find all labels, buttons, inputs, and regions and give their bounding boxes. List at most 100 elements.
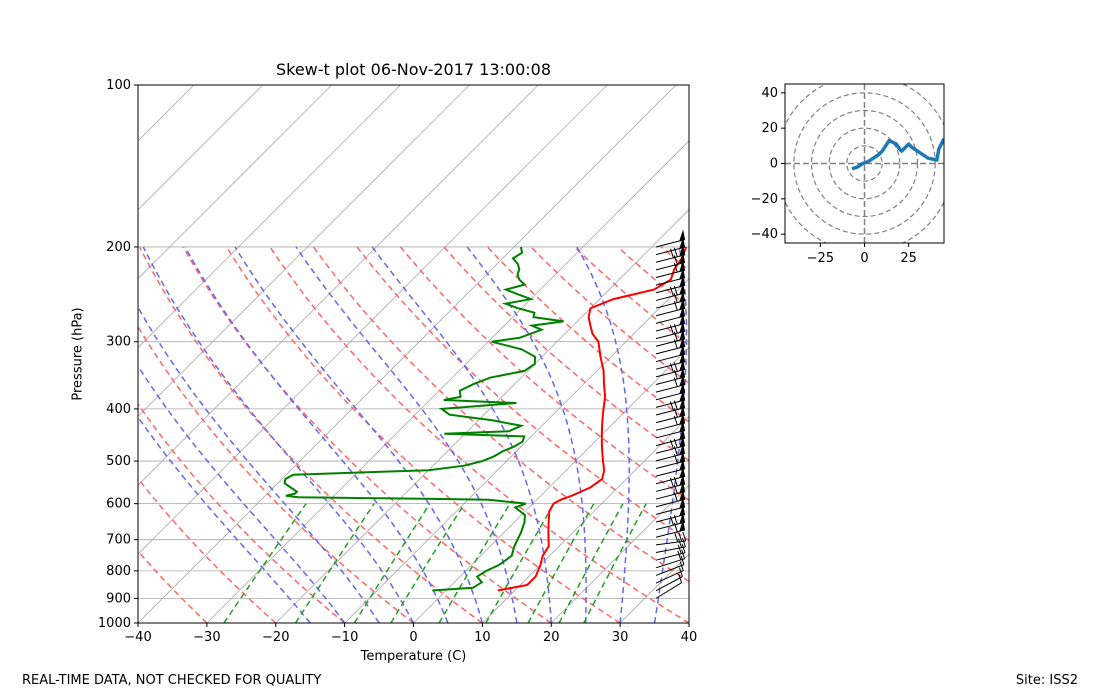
hodograph-y-tick-label: 40 — [761, 86, 778, 101]
wind-barb-shaft — [655, 277, 686, 286]
x-tick-label: −40 — [124, 630, 151, 645]
wind-barb-shaft — [655, 368, 686, 378]
hodograph-ring — [828, 127, 901, 200]
moist-adiabat — [371, 246, 553, 623]
wind-barb-pennant — [679, 229, 686, 242]
dry-adiabat — [269, 246, 689, 623]
chart-title: Skew-t plot 06-Nov-2017 13:00:08 — [275, 60, 552, 79]
wind-barb-shaft — [655, 483, 686, 492]
y-tick-label: 400 — [106, 402, 131, 417]
wind-barb-shaft — [655, 468, 686, 477]
wind-barb-shaft — [655, 422, 686, 431]
wind-barb-shaft — [655, 576, 683, 592]
isotherm-gridline — [138, 85, 401, 349]
moist-adiabat — [138, 305, 380, 623]
x-tick-label: −20 — [262, 630, 289, 645]
mixing-ratio-line — [294, 503, 375, 623]
wind-barb-shaft — [655, 407, 686, 416]
wind-barb-feather — [677, 550, 682, 561]
wind-barb-shaft — [655, 361, 686, 370]
isotherm-gridline — [138, 85, 608, 555]
hodograph-trace — [851, 137, 944, 171]
x-tick-label: 0 — [409, 630, 417, 645]
wind-barb-shaft — [655, 330, 686, 340]
dry-adiabat — [182, 246, 552, 623]
moist-adiabat — [138, 415, 311, 623]
mixing-ratio-line — [353, 503, 431, 623]
hodograph-area — [785, 84, 944, 243]
dry-adiabat — [443, 246, 689, 462]
isotherm-gridline — [138, 85, 332, 280]
mixing-ratio-line — [438, 503, 511, 623]
wind-barb-shaft — [655, 552, 686, 561]
moist-adiabat — [142, 246, 415, 623]
wind-barb-feather — [681, 537, 686, 548]
hodograph-y-tick-label: 20 — [761, 121, 778, 136]
wind-barb-shaft — [655, 445, 686, 454]
y-tick-label: 700 — [106, 533, 131, 548]
wind-barb-shaft — [655, 292, 686, 301]
wind-barb-feather — [681, 549, 686, 559]
hodograph-x-tick-label: 0 — [860, 251, 868, 266]
wind-barb-shaft — [655, 315, 686, 324]
wind-barbs — [655, 229, 687, 599]
wind-barb-shaft — [655, 346, 686, 355]
wind-barb-shaft — [655, 261, 686, 271]
isotherm-gridline — [275, 209, 689, 623]
y-tick-label: 600 — [106, 497, 131, 512]
y-tick-label: 200 — [106, 240, 131, 255]
hodograph-ring — [810, 109, 919, 218]
wind-barb-shaft — [655, 323, 686, 332]
wind-barb-feather — [677, 544, 682, 554]
wind-barb-shaft — [655, 338, 686, 347]
wind-barb-shaft — [655, 540, 686, 546]
y-tick-label: 800 — [106, 564, 131, 579]
wind-barb-shaft — [655, 437, 686, 447]
wind-barb-feather — [678, 538, 683, 548]
wind-barb-feather — [681, 543, 686, 553]
x-tick-label: 30 — [612, 630, 629, 645]
wind-barb-feather — [678, 532, 683, 542]
wind-barb-shaft — [655, 452, 686, 462]
wind-barb-shaft — [655, 430, 686, 439]
wind-barb-shaft — [655, 399, 686, 408]
y-tick-label: 900 — [106, 591, 131, 606]
mixing-ratio-line — [223, 503, 307, 623]
wind-barb-shaft — [655, 529, 686, 538]
isotherm-gridline — [138, 85, 677, 623]
wind-barb-shaft — [655, 491, 686, 500]
wind-barb-shaft — [655, 269, 686, 278]
wind-barb-shaft — [655, 246, 686, 256]
wind-barb-shaft — [655, 254, 686, 263]
hodograph-x-tick-label: 25 — [900, 251, 917, 266]
y-tick-label: 1000 — [98, 616, 131, 631]
wind-barb-feather — [674, 532, 679, 543]
dewpoint-profile — [283, 246, 564, 592]
wind-barb-shaft — [655, 475, 686, 485]
y-tick-label: 300 — [106, 335, 131, 350]
wind-barb-shaft — [655, 414, 686, 424]
wind-barb-shaft — [655, 498, 686, 508]
wind-barb-shaft — [655, 506, 686, 515]
mixing-ratio-line — [390, 503, 466, 623]
wind-barb-shaft — [655, 376, 686, 385]
dry-adiabat — [138, 325, 414, 623]
hodograph-ring — [793, 92, 936, 235]
wind-barb-shaft — [655, 307, 686, 317]
isotherm-gridline — [482, 415, 689, 623]
x-tick-label: −10 — [331, 630, 358, 645]
wind-barb-shaft — [655, 300, 686, 309]
x-tick-label: 10 — [474, 630, 491, 645]
wind-barb-shaft — [655, 391, 686, 401]
site-label: Site: ISS2 — [1015, 673, 1078, 688]
hodograph-ring — [846, 145, 883, 182]
temperature-profile — [497, 246, 688, 592]
wind-barb-feather — [682, 531, 687, 542]
wind-barb-shaft — [655, 284, 686, 294]
wind-barb-shaft — [655, 384, 686, 393]
dry-adiabat — [225, 246, 621, 623]
isotherm-gridline — [138, 85, 539, 486]
moist-adiabat — [466, 246, 587, 623]
